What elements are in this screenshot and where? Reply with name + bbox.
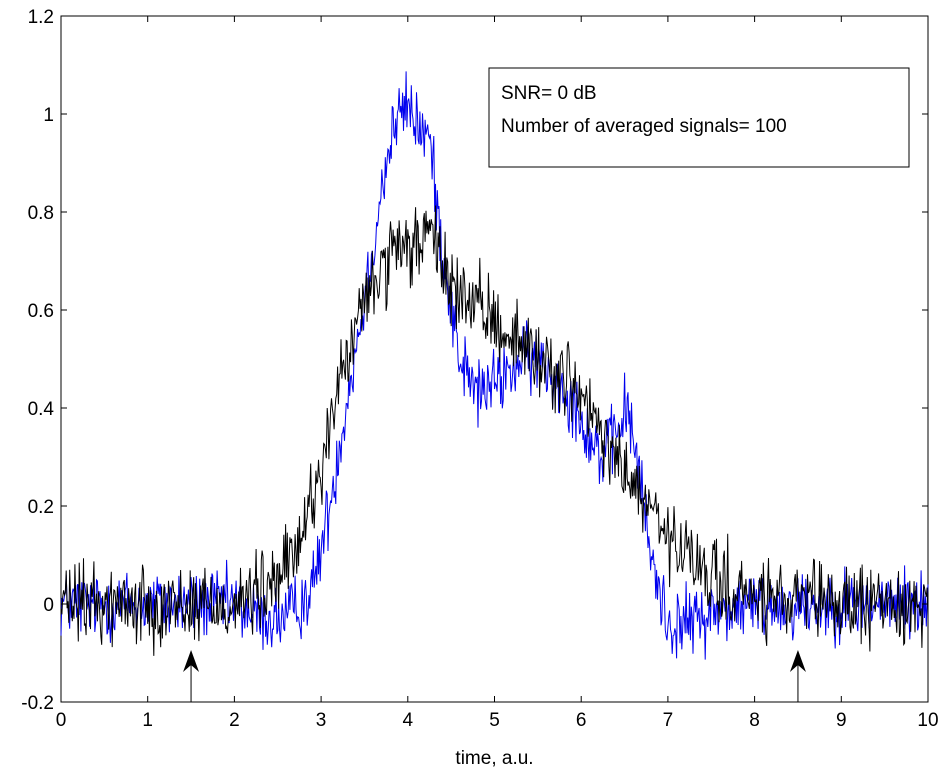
x-tick-label: 2: [229, 710, 240, 731]
arrow-head: [789, 650, 806, 672]
arrow-marker: [183, 650, 200, 702]
arrow-head: [183, 650, 200, 672]
y-tick-label: 0.2: [28, 497, 54, 518]
x-tick-label: 6: [576, 710, 587, 731]
annotation-box: SNR= 0 dB Number of averaged signals= 10…: [488, 67, 910, 168]
y-tick-label: 0.6: [28, 301, 54, 322]
x-tick-label: 10: [917, 710, 938, 731]
x-tick-label: 8: [749, 710, 760, 731]
y-tick-label: 0: [43, 595, 54, 616]
y-tick-label: 0.8: [28, 203, 54, 224]
tick-layer: 0 1 2 3 4 5 6 7 8 9 10-0.200.20.40.60.811.2: [21, 7, 938, 731]
y-tick-label: 1: [43, 105, 54, 126]
x-tick-label: 7: [663, 710, 674, 731]
x-tick-label: 3: [316, 710, 327, 731]
y-tick-label: 1.2: [28, 7, 54, 28]
arrow-marker: [789, 650, 806, 702]
y-tick-label: 0.4: [28, 399, 55, 420]
plot-area: 0 1 2 3 4 5 6 7 8 9 10-0.200.20.40.60.811.2 SNR= 0…: [21, 7, 938, 731]
annotation-averaged-text: Number of averaged signals= 100: [501, 116, 787, 137]
x-axis-label: time, a.u.: [455, 748, 533, 769]
y-tick-label: -0.2: [21, 693, 54, 714]
x-tick-label: 0: [56, 710, 67, 731]
x-tick-label: 4: [403, 710, 414, 731]
series-layer: [60, 71, 929, 660]
annotation-snr-text: SNR= 0 dB: [501, 83, 597, 104]
series-line: [60, 205, 929, 656]
annotation-box-frame: [488, 67, 910, 168]
marker-layer: [183, 650, 806, 702]
x-tick-label: 9: [836, 710, 847, 731]
x-tick-label: 5: [489, 710, 500, 731]
x-tick-label: 1: [142, 710, 153, 731]
